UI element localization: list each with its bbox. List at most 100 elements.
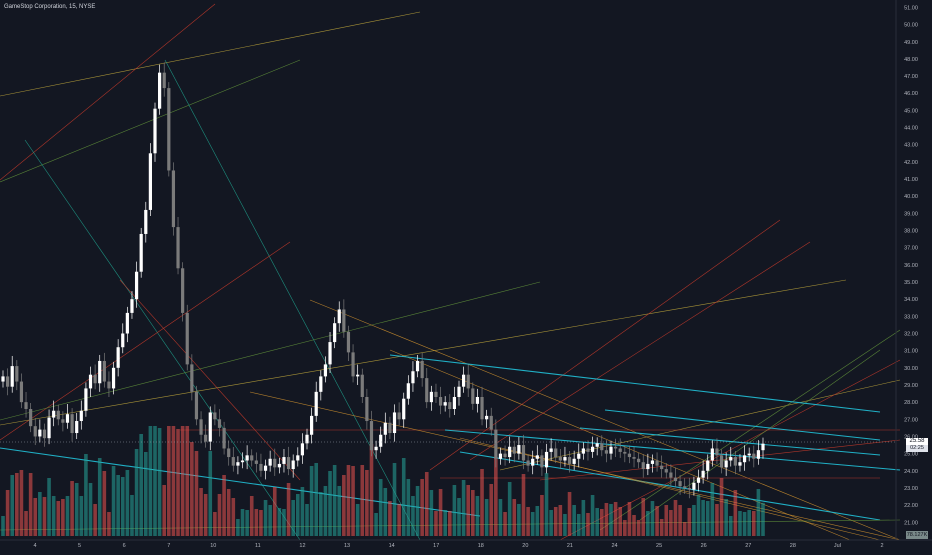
volume-bar: [268, 505, 272, 536]
volume-bar: [701, 500, 705, 536]
volume-bar: [507, 482, 512, 536]
volume-bar: [245, 510, 249, 536]
volume-bar: [466, 485, 471, 536]
candle-body: [678, 481, 682, 487]
price-tick-label: 33.00: [904, 314, 918, 320]
candle-body: [342, 309, 346, 332]
trend-line: [164, 59, 421, 541]
candle-body: [452, 396, 456, 410]
volume-bar: [369, 444, 374, 536]
volume-bar: [355, 504, 360, 536]
volume-bar: [438, 489, 443, 536]
volume-bar: [434, 511, 438, 536]
volume-bar: [526, 507, 530, 536]
candle-body: [52, 410, 56, 418]
volume-bar: [558, 505, 563, 536]
candle-body: [102, 360, 106, 382]
volume-bars: [1, 426, 765, 536]
candle-body: [618, 448, 622, 452]
candle-body: [1, 376, 5, 382]
candle-body: [213, 412, 217, 420]
volume-bar: [489, 484, 494, 536]
volume-bar: [97, 458, 102, 536]
candle-body: [425, 378, 429, 403]
volume-bar: [222, 475, 226, 536]
volume-bar: [761, 502, 765, 536]
candle-body: [577, 453, 581, 459]
time-tick-label: 20: [522, 543, 528, 549]
volume-bar: [171, 426, 176, 536]
volume-bar: [392, 463, 397, 536]
candle-body: [609, 446, 613, 454]
volume-bar: [641, 498, 646, 536]
price-tick-label: 41.00: [904, 177, 918, 183]
candle-body: [121, 333, 125, 348]
candle-body: [517, 445, 521, 454]
volume-bar: [240, 509, 245, 536]
volume-bar: [272, 487, 277, 536]
time-tick-label: 25: [656, 543, 662, 549]
volume-bar: [309, 466, 314, 536]
time-tick-label: 17: [433, 543, 439, 549]
volume-bar: [130, 495, 134, 536]
volume-bar: [254, 509, 259, 536]
volume-bar: [342, 475, 346, 536]
volume-bar: [494, 457, 498, 536]
candle-body: [286, 457, 291, 470]
volume-bar: [484, 499, 489, 536]
volume-bar: [397, 504, 401, 536]
trend-line: [0, 279, 847, 426]
candle-body: [595, 443, 599, 447]
price-tick-label: 36.00: [904, 263, 918, 269]
volume-bar: [360, 465, 365, 536]
candle-body: [305, 434, 309, 444]
time-tick-label: 2: [880, 543, 883, 549]
candle-body: [411, 371, 415, 384]
time-tick-label: 21: [567, 543, 573, 549]
candle-body: [65, 414, 70, 423]
volume-bar: [540, 495, 544, 536]
candle-body: [434, 391, 438, 397]
candle-body: [494, 429, 498, 459]
candle-body: [687, 487, 691, 490]
trend-line: [604, 409, 881, 441]
last-volume-label: 78.127K: [906, 531, 928, 539]
volume-bar: [199, 488, 203, 536]
candle-body: [268, 458, 272, 466]
price-tick-label: 39.00: [904, 211, 918, 217]
candle-body: [222, 427, 226, 449]
candle-body: [176, 227, 180, 269]
volume-bar: [563, 514, 567, 536]
candle-body: [664, 469, 668, 473]
trend-line: [0, 281, 541, 421]
volume-bar: [553, 507, 558, 536]
time-tick-label: 24: [611, 543, 617, 549]
candle-body: [733, 457, 737, 466]
candle-body: [457, 386, 461, 397]
chart-title: GameStop Corporation, 15, NYSE: [4, 4, 96, 10]
trend-line: [0, 241, 291, 441]
volume-bar: [715, 504, 719, 536]
volume-bar: [213, 512, 217, 536]
candle-body: [521, 445, 526, 461]
price-tick-label: 23.00: [904, 486, 918, 492]
time-tick-label: Jul: [834, 543, 841, 549]
volume-bar: [604, 503, 609, 536]
trend-line: [0, 3, 216, 181]
price-tick-label: 35.00: [904, 280, 918, 286]
volume-bar: [15, 473, 19, 536]
volume-bar: [79, 496, 84, 536]
candle-body: [130, 299, 134, 313]
candle-body: [646, 463, 650, 470]
candle-body: [328, 342, 332, 365]
volume-bar: [627, 502, 632, 536]
candle-body: [641, 462, 645, 470]
volume-bar: [530, 512, 535, 536]
candle-body: [475, 396, 480, 404]
candle-body: [531, 458, 535, 466]
candle-body: [42, 429, 47, 439]
volume-bar: [291, 500, 295, 536]
volume-bar: [623, 520, 627, 536]
